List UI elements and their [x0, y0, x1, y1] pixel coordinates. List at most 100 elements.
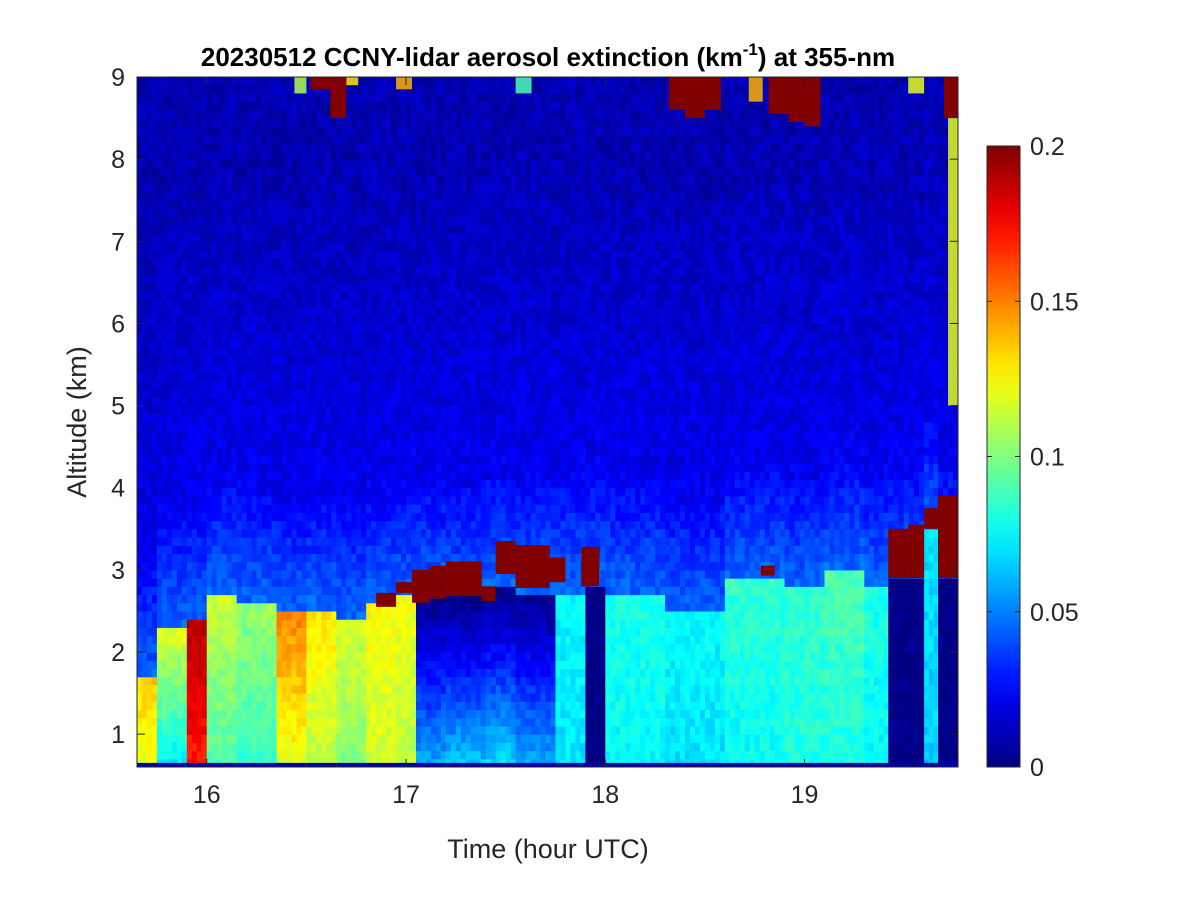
heatmap-cell	[141, 118, 148, 127]
heatmap-cell	[221, 586, 228, 596]
heatmap-cell	[286, 602, 293, 612]
heatmap-cell	[186, 512, 193, 522]
heatmap-cell	[176, 323, 183, 333]
heatmap-cell	[411, 520, 417, 530]
heatmap-cell	[425, 734, 432, 743]
heatmap-cell	[206, 602, 213, 612]
heatmap-cell	[231, 545, 238, 555]
heatmap-cell	[216, 635, 223, 645]
heatmap-cell	[326, 249, 332, 259]
heatmap-cell	[271, 175, 278, 185]
heatmap-cell	[351, 438, 357, 448]
heatmap-cell	[236, 241, 243, 251]
heatmap-cell	[246, 504, 253, 513]
heatmap-cell	[226, 454, 233, 464]
heatmap-cell	[401, 446, 407, 456]
heatmap-cell	[415, 315, 422, 325]
heatmap-cell	[251, 602, 258, 612]
heatmap-cell	[356, 635, 362, 645]
heatmap-cell	[371, 693, 377, 702]
heatmap-cell	[141, 504, 148, 513]
heatmap-cell	[226, 635, 233, 645]
heatmap-cell	[186, 446, 193, 456]
heatmap-cell	[316, 430, 322, 440]
heatmap-cell	[316, 339, 322, 349]
heatmap-cell	[326, 85, 332, 95]
heatmap-cell	[216, 364, 223, 374]
heatmap-cell	[231, 652, 238, 661]
heatmap-cell	[206, 709, 213, 719]
heatmap-cell	[196, 569, 203, 579]
heatmap-cell	[201, 446, 208, 456]
heatmap-cell	[381, 471, 387, 481]
heatmap-cell	[176, 216, 183, 226]
heatmap-cell	[176, 734, 183, 743]
heatmap-cell	[191, 750, 198, 760]
heatmap-cell	[356, 183, 362, 193]
heatmap-cell	[381, 274, 387, 283]
heatmap-cell	[256, 561, 263, 571]
heatmap-cell	[371, 331, 377, 341]
heatmap-cell	[296, 446, 302, 456]
heatmap-cell	[346, 150, 352, 160]
heatmap-cell	[391, 701, 397, 711]
heatmap-cell	[206, 504, 213, 513]
heatmap-cell	[415, 200, 422, 210]
heatmap-cell	[396, 602, 402, 612]
heatmap-cell	[206, 208, 213, 218]
heatmap-cell	[301, 438, 307, 448]
heatmap-cell	[161, 602, 168, 612]
heatmap-cell	[356, 479, 362, 489]
heatmap-cell	[316, 684, 322, 694]
heatmap-cell	[316, 635, 322, 645]
heatmap-cell	[176, 652, 183, 661]
heatmap-cell	[376, 471, 382, 481]
heatmap-cell	[356, 578, 362, 587]
heatmap-cell	[351, 545, 357, 555]
heatmap-cell	[186, 676, 193, 686]
heatmap-cell	[351, 192, 357, 201]
heatmap-cell	[356, 422, 362, 431]
heatmap-cell	[236, 701, 243, 711]
heatmap-cell	[186, 725, 193, 735]
heatmap-cell	[281, 528, 288, 538]
heatmap-cell	[141, 471, 148, 481]
heatmap-cell	[261, 142, 268, 152]
heatmap-cell	[151, 619, 158, 628]
heatmap-cell	[246, 537, 253, 546]
heatmap-cell	[146, 249, 153, 259]
heatmap-cell	[311, 586, 317, 596]
heatmap-cell	[276, 471, 283, 481]
heatmap-cell	[191, 520, 198, 530]
heatmap-cell	[266, 339, 273, 349]
heatmap-cell	[381, 561, 387, 571]
heatmap-cell	[331, 298, 337, 308]
heatmap-cell	[341, 520, 347, 530]
heatmap-cell	[261, 109, 268, 119]
heatmap-cell	[241, 159, 248, 168]
heatmap-cell	[356, 717, 362, 727]
heatmap-cell	[276, 520, 283, 530]
heatmap-cell	[306, 274, 312, 283]
heatmap-cell	[351, 537, 357, 546]
heatmap-cell	[276, 750, 283, 760]
heatmap-cell	[276, 109, 283, 119]
heatmap-cell	[371, 471, 377, 481]
heatmap-cell	[286, 676, 293, 686]
heatmap-cell	[281, 742, 288, 752]
heatmap-cell	[406, 307, 412, 316]
heatmap-cell	[351, 405, 357, 415]
heatmap-cell	[201, 389, 208, 398]
heatmap-cell	[356, 660, 362, 670]
heatmap-cell	[386, 216, 392, 226]
heatmap-cell	[146, 183, 153, 193]
heatmap-cell	[371, 208, 377, 218]
heatmap-cell	[425, 405, 432, 415]
heatmap-cell	[331, 586, 337, 596]
heatmap-cell	[181, 446, 188, 456]
heatmap-cell	[261, 430, 268, 440]
heatmap-cell	[146, 257, 153, 267]
heatmap-cell	[376, 693, 382, 702]
heatmap-cell	[261, 578, 268, 587]
heatmap-cell	[266, 372, 273, 382]
